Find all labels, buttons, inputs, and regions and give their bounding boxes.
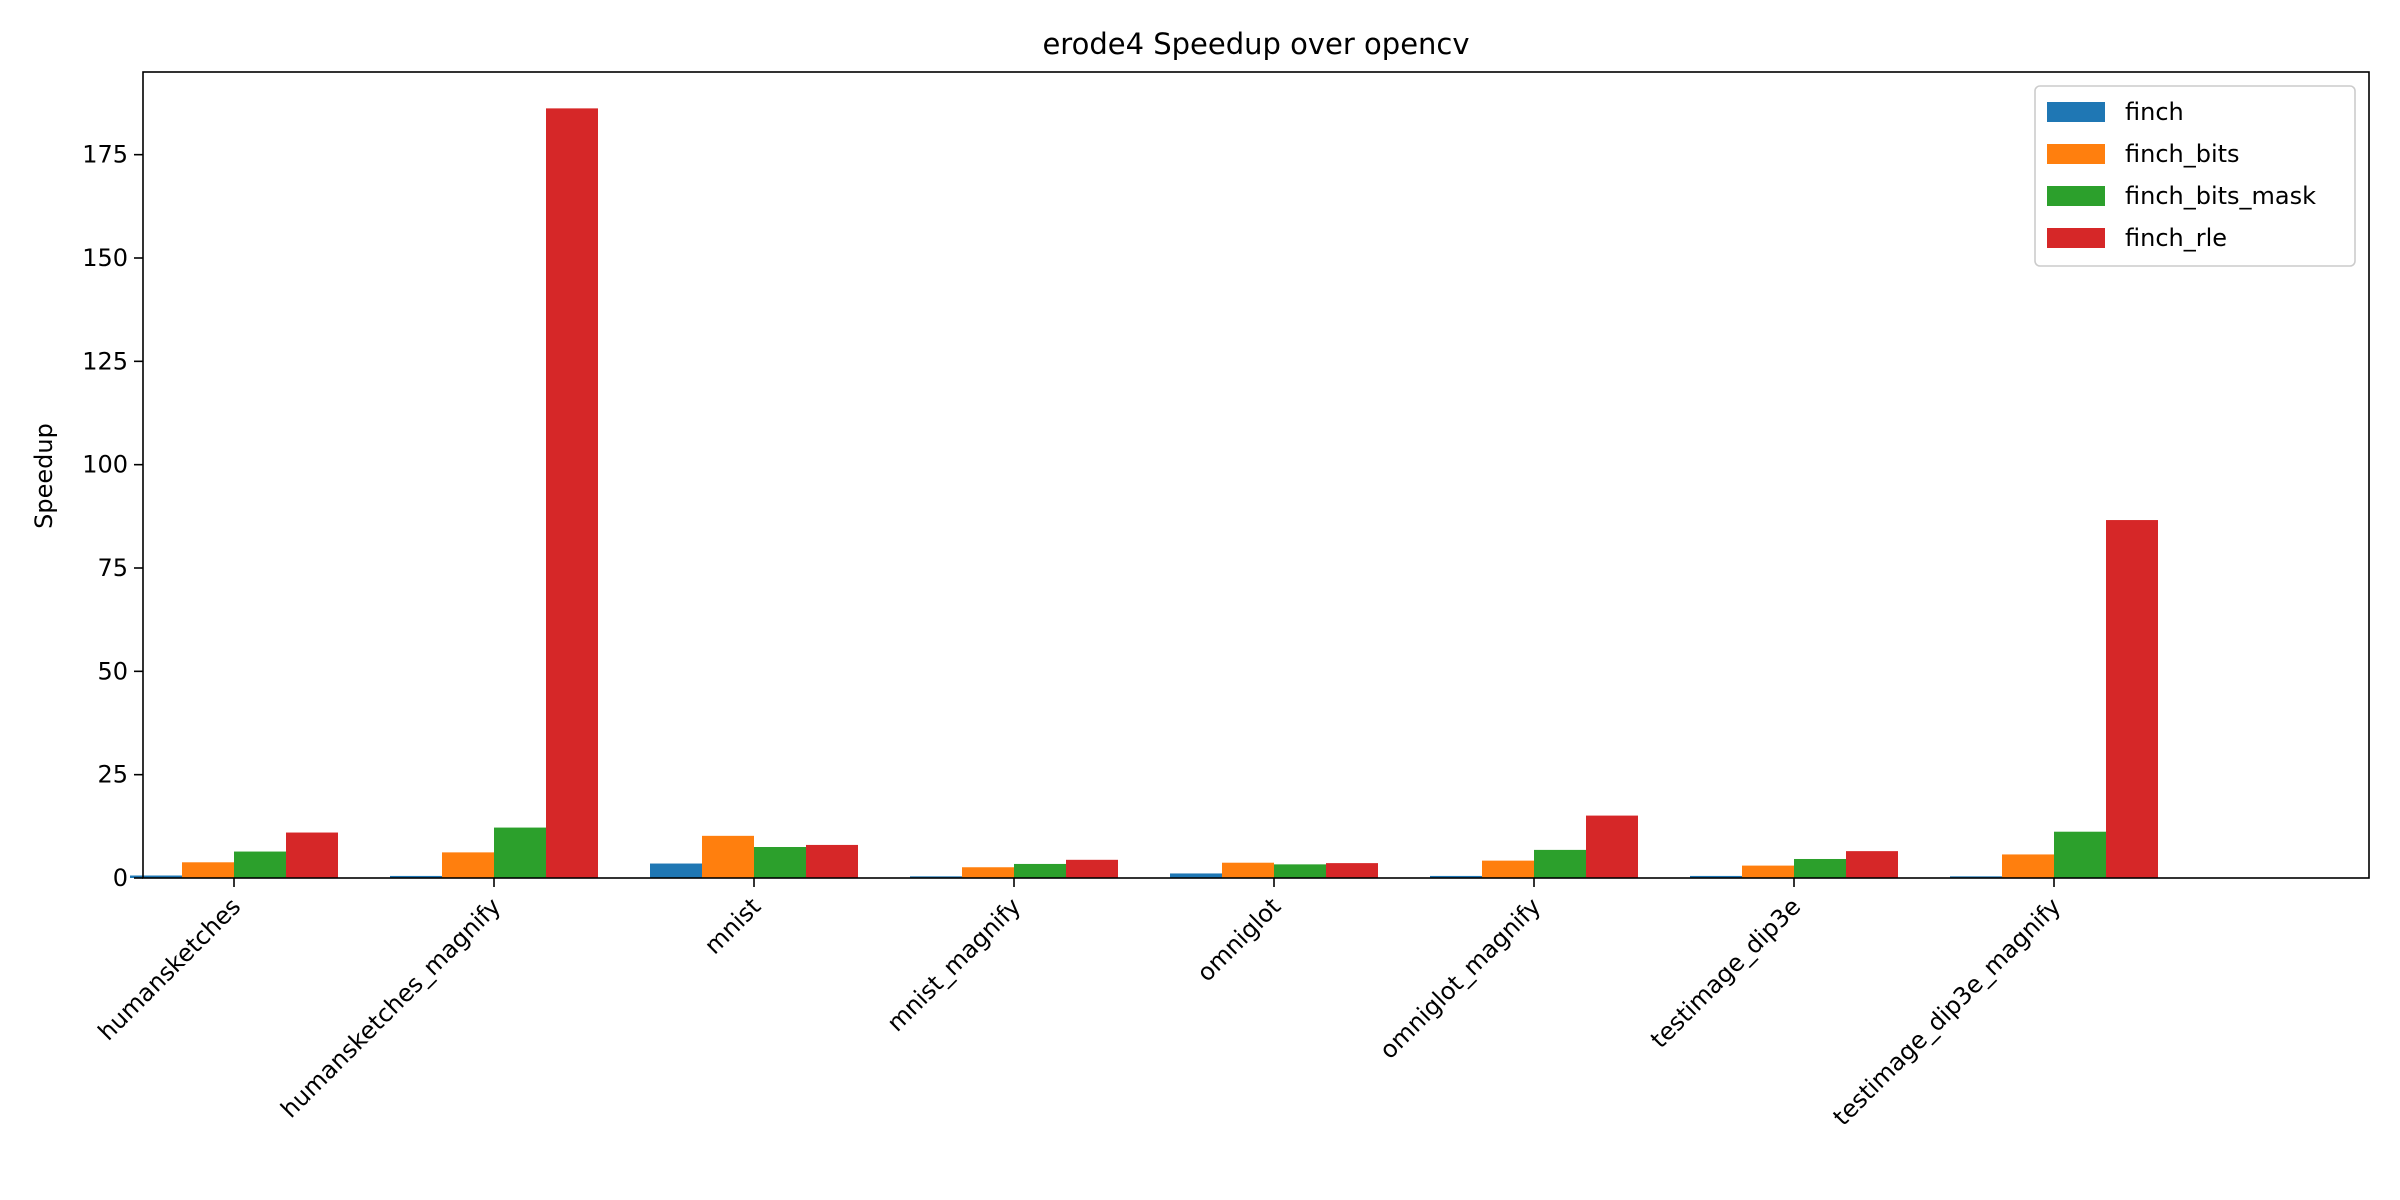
bar-finch-mnist [650, 863, 702, 878]
bar-finch_rle-mnist_magnify [1066, 859, 1118, 878]
legend: finch finch_bits finch_bits_mask finch_rle [2034, 85, 2356, 267]
bar-finch_rle-testimage_dip3e_magnify [2106, 520, 2158, 878]
y-tick-label: 50 [97, 657, 128, 685]
legend-swatch-finch_bits_mask [2047, 186, 2105, 206]
bar-finch-mnist_magnify [910, 876, 962, 878]
bar-finch-testimage_dip3e_magnify [1950, 876, 2002, 878]
bar-finch_bits_mask-testimage_dip3e [1794, 858, 1846, 878]
bar-finch_bits_mask-omniglot_magnify [1534, 849, 1586, 878]
plot-frame [142, 71, 2370, 879]
x-tick-label: mnist_magnify [882, 892, 1027, 1037]
legend-label-finch_bits: finch_bits [2125, 140, 2240, 168]
chart-title: erode4 Speedup over opencv [1042, 27, 1469, 61]
bar-finch_bits_mask-humansketches_magnify [494, 827, 546, 878]
y-tick-label: 150 [82, 244, 128, 272]
bar-finch-omniglot_magnify [1430, 875, 1482, 878]
y-tick-label: 75 [97, 554, 128, 582]
y-tick-label: 25 [97, 761, 128, 789]
x-tick-label: humansketches [93, 892, 247, 1046]
legend-swatch-finch_bits [2047, 144, 2105, 164]
bar-finch_bits_mask-mnist [754, 847, 806, 878]
legend-box [2034, 85, 2356, 267]
bar-finch_bits-omniglot [1222, 862, 1274, 878]
legend-label-finch_bits_mask: finch_bits_mask [2125, 182, 2316, 210]
bar-group [130, 108, 2158, 878]
x-tick-label: mnist [699, 892, 766, 959]
bar-finch_bits_mask-humansketches [234, 851, 286, 878]
x-tick-label: humansketches_magnify [275, 892, 506, 1123]
x-axis: humansketches humansketches_magnify mnist m… [93, 878, 2067, 1131]
legend-swatch-finch_rle [2047, 228, 2105, 248]
bar-finch-omniglot [1170, 873, 1222, 878]
bar-finch_bits-testimage_dip3e [1742, 865, 1794, 878]
bar-finch_bits-humansketches_magnify [442, 852, 494, 878]
bar-finch_rle-mnist [806, 844, 858, 878]
y-axis: 0 25 50 75 100 125 150 175 [82, 141, 143, 892]
legend-label-finch_rle: finch_rle [2125, 224, 2227, 252]
bar-finch-humansketches [130, 875, 182, 878]
bar-finch_bits-humansketches [182, 862, 234, 878]
x-tick-label: testimage_dip3e [1645, 892, 1806, 1053]
y-tick-label: 0 [113, 864, 128, 892]
bar-finch_rle-omniglot [1326, 863, 1378, 878]
bar-finch_rle-humansketches_magnify [546, 108, 598, 878]
y-tick-label: 125 [82, 347, 128, 375]
bar-finch_rle-testimage_dip3e [1846, 851, 1898, 878]
legend-label-finch: finch [2125, 98, 2184, 126]
bar-finch_bits_mask-testimage_dip3e_magnify [2054, 831, 2106, 878]
x-tick-label: omniglot [1192, 892, 1287, 987]
x-tick-label: omniglot_magnify [1374, 892, 1546, 1064]
x-tick-label: testimage_dip3e_magnify [1828, 892, 2067, 1131]
bar-finch_bits-omniglot_magnify [1482, 860, 1534, 878]
bar-finch_bits-mnist [702, 835, 754, 878]
bar-finch-humansketches_magnify [390, 875, 442, 878]
bar-finch_rle-omniglot_magnify [1586, 815, 1638, 878]
y-tick-label: 175 [82, 141, 128, 169]
bar-finch_bits_mask-mnist_magnify [1014, 863, 1066, 878]
bar-finch_bits_mask-omniglot [1274, 864, 1326, 878]
y-axis-label: Speedup [30, 423, 58, 529]
legend-swatch-finch [2047, 102, 2105, 122]
bar-finch_bits-testimage_dip3e_magnify [2002, 854, 2054, 878]
bar-finch-testimage_dip3e [1690, 875, 1742, 878]
bar-finch_bits-mnist_magnify [962, 867, 1014, 878]
bar-finch_rle-humansketches [286, 832, 338, 878]
y-tick-label: 100 [82, 451, 128, 479]
